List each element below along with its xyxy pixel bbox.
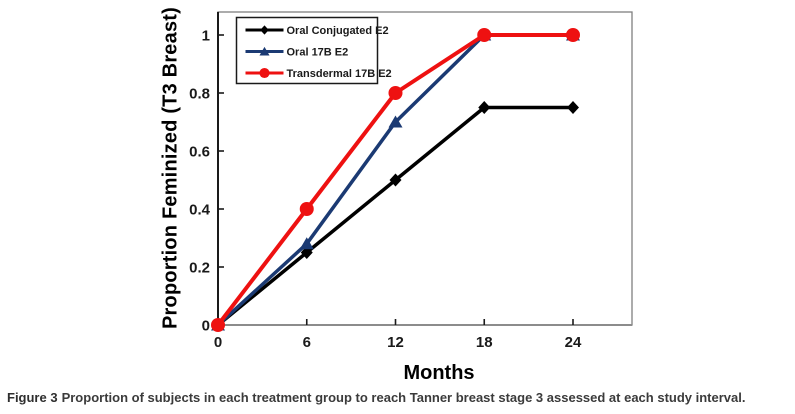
- figure-caption-label: Figure 3: [7, 390, 58, 405]
- data-point-triangle: [299, 237, 314, 250]
- x-tick-label: 24: [565, 334, 582, 351]
- legend-item-label: Oral 17B E2: [287, 46, 349, 58]
- figure-caption: Figure 3 Proportion of subjects in each t…: [7, 389, 793, 406]
- data-point-diamond: [389, 173, 402, 187]
- series-line-diamond: [216, 105, 573, 327]
- data-point-diamond: [567, 101, 579, 114]
- line-chart-canvas: 0 0.2 0.4 0.6 0.8 1 0 6 12 18 24 Oral Conjugated E2…: [189, 11, 633, 351]
- x-axis-title: Months: [403, 362, 475, 384]
- data-point-circle: [388, 86, 403, 100]
- legend-swatch-diamond: [260, 25, 269, 35]
- legend-item-label: Transdermal 17B E2: [287, 68, 392, 80]
- legend-item-label: Oral Conjugated E2: [287, 25, 389, 37]
- legend-swatch-circle: [259, 67, 270, 79]
- y-axis-title: Proportion Feminized (T3 Breast): [159, 7, 182, 330]
- data-point-circle: [299, 202, 314, 216]
- data-point-circle: [477, 28, 492, 42]
- x-tick-label: 0: [214, 334, 222, 351]
- x-tick-label: 12: [387, 334, 404, 351]
- y-tick-label: 0.8: [189, 85, 210, 102]
- y-tick-label: 0: [202, 317, 210, 334]
- data-point-triangle: [388, 115, 403, 128]
- figure-caption-text: Proportion of subjects in each treatment…: [61, 390, 746, 405]
- x-tick-label: 6: [303, 334, 311, 351]
- x-tick-label: 18: [476, 334, 493, 351]
- data-point-circle: [211, 318, 225, 332]
- data-point-diamond: [478, 101, 491, 114]
- y-tick-label: 0.4: [189, 201, 211, 218]
- y-tick-label: 0.2: [189, 259, 210, 276]
- y-tick-label: 0.6: [189, 143, 210, 160]
- legend-swatch-triangle: [259, 46, 270, 56]
- data-point-circle: [566, 28, 580, 42]
- y-tick-label: 1: [202, 27, 210, 44]
